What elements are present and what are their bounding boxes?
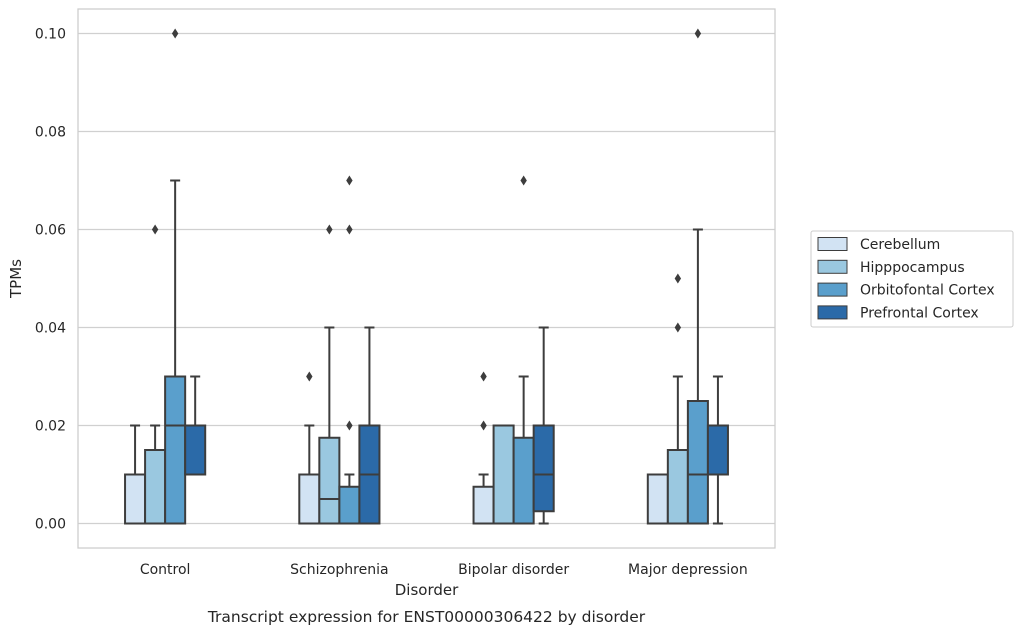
legend-label: Prefrontal Cortex xyxy=(860,305,979,321)
y-axis-label: TPMs xyxy=(7,259,25,299)
y-tick-label: 0.06 xyxy=(35,223,66,239)
outlier-point xyxy=(326,224,333,235)
box-group xyxy=(184,375,207,476)
box-body xyxy=(184,424,207,476)
outlier-point xyxy=(674,273,682,284)
box-body xyxy=(646,473,669,525)
outlier-point xyxy=(306,371,313,382)
legend: Cerebellum Hipppocampus Orbitofontal Corte… xyxy=(810,230,1014,328)
box-body xyxy=(338,485,361,525)
outlier-point xyxy=(171,28,179,39)
box-body xyxy=(512,436,535,525)
box-group xyxy=(532,326,555,525)
box-group xyxy=(686,28,709,525)
box-body xyxy=(472,485,495,525)
outlier-point xyxy=(480,420,487,431)
x-tick-label: Control xyxy=(140,562,191,578)
box-groups xyxy=(124,28,729,525)
outlier-point xyxy=(520,175,527,186)
legend-swatch xyxy=(817,237,848,251)
x-tick-label: Major depression xyxy=(628,562,748,578)
outlier-point xyxy=(151,224,159,235)
box-group xyxy=(706,375,729,525)
legend-swatch xyxy=(817,259,848,274)
box-body xyxy=(492,424,515,525)
outlier-point xyxy=(694,28,702,39)
legend-label: Cerebellum xyxy=(860,237,940,253)
box-group xyxy=(492,424,515,525)
box-group xyxy=(144,224,167,525)
legend-frame xyxy=(810,230,1014,328)
x-tick-label: Bipolar disorder xyxy=(458,562,569,578)
box-group xyxy=(358,326,381,525)
legend-swatch xyxy=(817,305,848,320)
box-body xyxy=(164,375,187,525)
x-axis-label: Disorder xyxy=(395,581,459,599)
legend-swatch xyxy=(817,282,848,297)
box-body xyxy=(686,400,709,525)
outlier-point xyxy=(346,175,353,186)
box-group xyxy=(124,424,147,525)
chart-caption: Transcript expression for ENST0000030642… xyxy=(207,608,646,626)
legend-label: Orbitofontal Cortex xyxy=(860,283,995,299)
legend-label: Hipppocampus xyxy=(860,260,965,276)
box-body xyxy=(298,473,321,525)
y-tick-label: 0.02 xyxy=(35,419,66,435)
box-group xyxy=(164,28,187,525)
box-body xyxy=(124,473,147,525)
outlier-point xyxy=(346,420,353,431)
outlier-point xyxy=(674,322,682,333)
box-group xyxy=(318,224,341,525)
y-tick-label: 0.08 xyxy=(35,125,66,141)
box-body xyxy=(532,424,555,513)
y-tick-labels: 0.00 0.02 0.04 0.06 0.08 0.10 xyxy=(35,27,66,533)
box-body xyxy=(144,449,167,525)
box-body xyxy=(318,436,341,525)
x-tick-labels: Control Schizophrenia Bipolar disorder Majo… xyxy=(140,562,748,578)
box-body xyxy=(666,449,689,525)
y-tick-label: 0.04 xyxy=(35,321,66,337)
box-group xyxy=(338,175,361,525)
y-tick-label: 0.10 xyxy=(35,27,66,43)
y-tick-label: 0.00 xyxy=(35,517,66,533)
box-group xyxy=(666,273,689,525)
box-group xyxy=(646,473,669,525)
box-body xyxy=(706,424,729,476)
outlier-point xyxy=(480,371,487,382)
plot-frame xyxy=(77,8,776,549)
x-tick-label: Schizophrenia xyxy=(290,562,388,578)
outlier-point xyxy=(346,224,353,235)
